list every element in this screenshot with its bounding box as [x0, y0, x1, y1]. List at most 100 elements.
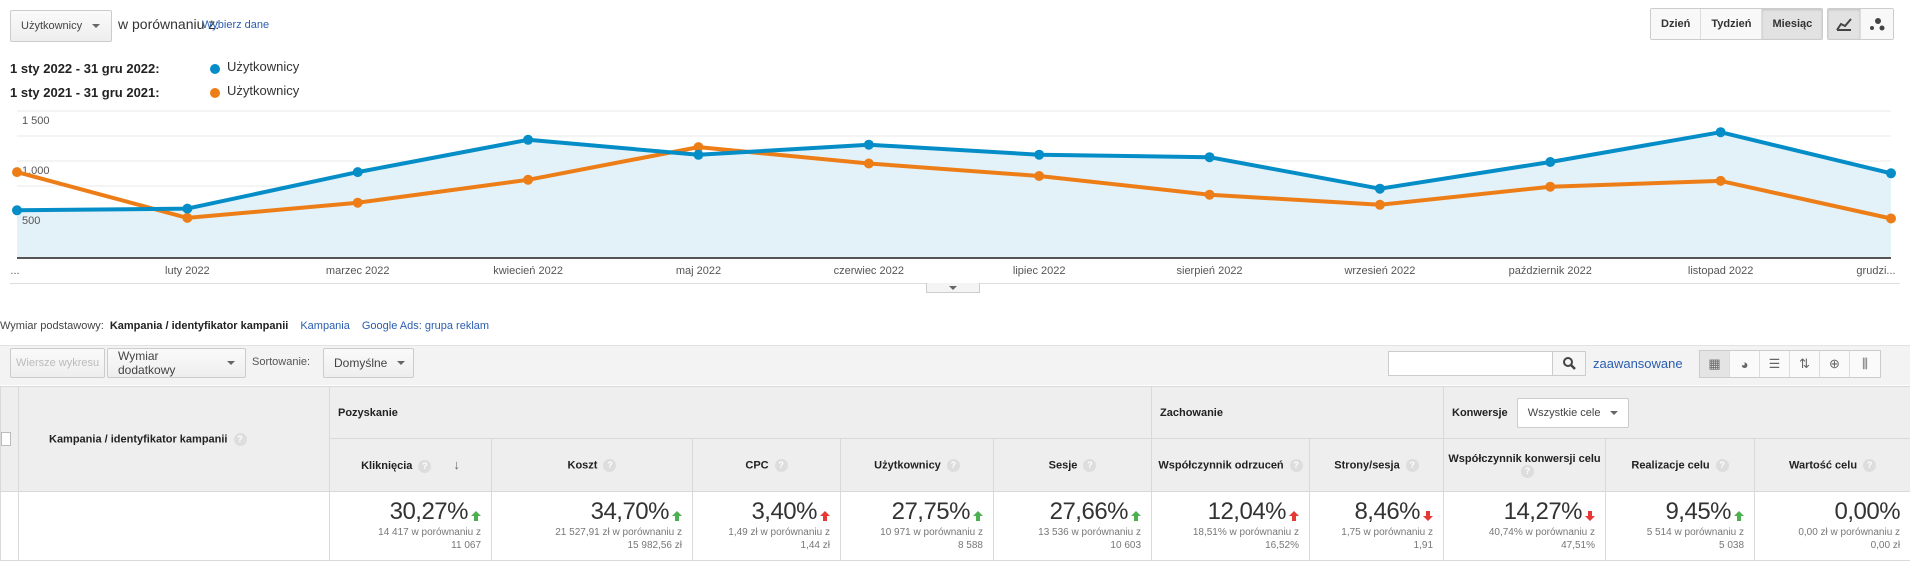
dimension-link-campaign[interactable]: Kampania [300, 320, 350, 332]
help-icon[interactable]: ? [774, 458, 788, 472]
pie-chart-view-icon[interactable]: ◕ [1730, 351, 1760, 377]
percent-change: 14,27% [1503, 498, 1583, 525]
help-icon[interactable]: ? [418, 459, 432, 473]
help-icon[interactable]: ? [233, 432, 247, 446]
data-point [1034, 149, 1045, 160]
comparison-value: 1,44 zł [800, 540, 830, 551]
plot-rows-button[interactable]: Wiersze wykresu [10, 348, 106, 378]
secondary-dimension-label: Wymiar dodatkowy [118, 349, 176, 377]
help-icon[interactable]: ? [1289, 458, 1303, 472]
group-acquisition: Pozyskanie [328, 386, 1153, 439]
search-button[interactable] [1553, 351, 1586, 376]
data-point [1886, 213, 1896, 224]
sort-arrow-icon[interactable]: ↓ [453, 457, 460, 473]
column-header-label: Strony/sesja [1334, 458, 1400, 471]
x-tick-label: marzec 2022 [325, 265, 390, 277]
help-icon[interactable]: ? [1863, 458, 1877, 472]
line-chart-icon[interactable] [1828, 9, 1861, 39]
conversions-label: Konwersje [1452, 406, 1508, 419]
data-table-view-icon[interactable]: ▦ [1700, 351, 1730, 377]
group-conversions: Konwersje Wszystkie cele [1443, 386, 1910, 439]
x-tick-label: ... [10, 265, 20, 277]
column-header[interactable]: Współczynnik konwersji celu? [1443, 438, 1607, 492]
column-header[interactable]: Wartość celu? [1754, 438, 1910, 492]
select-all-checkbox[interactable] [1, 432, 11, 446]
help-icon[interactable]: ? [1405, 458, 1419, 472]
sort-value: Domyślne [334, 356, 388, 370]
comparison-view-icon[interactable]: ⇅ [1790, 351, 1820, 377]
sort-dropdown[interactable]: Domyślne [323, 348, 414, 378]
x-tick-label: maj 2022 [675, 265, 722, 277]
data-point [12, 205, 22, 216]
legend-row-current: 1 sty 2022 - 31 gru 2022: [10, 60, 160, 78]
help-icon[interactable]: ? [1715, 458, 1729, 472]
data-point [1545, 181, 1556, 192]
data-point [352, 197, 363, 208]
help-icon[interactable]: ? [1521, 464, 1535, 478]
y-tick-label: 500 [22, 215, 40, 227]
secondary-dimension-dropdown[interactable]: Wymiar dodatkowy [107, 348, 246, 378]
x-tick-label: wrzesień 2022 [1344, 265, 1416, 277]
legend-series: Użytkownicy [227, 83, 300, 98]
series-area [17, 132, 1891, 258]
goal-select-value: Wszystkie cele [1527, 406, 1601, 419]
help-icon[interactable]: ? [603, 458, 617, 472]
comparison-value: 16,52% [1265, 540, 1300, 551]
pivot-view-icon[interactable]: ⫼ [1850, 351, 1880, 377]
comparison-value: 1,91 [1413, 540, 1434, 551]
metric-total-cell: 0,00% 0,00 zł w porównaniu z 0,00 zł [1754, 491, 1910, 561]
choose-metric-link[interactable]: Wybierz dane [202, 19, 270, 31]
column-header[interactable]: Strony/sesja? [1309, 438, 1445, 492]
data-point [1374, 199, 1385, 210]
collapse-chart-button[interactable] [926, 283, 980, 293]
table-search-input[interactable] [1388, 351, 1553, 376]
arrow-down-icon [1423, 511, 1434, 522]
data-point [863, 158, 874, 169]
percent-change: 3,40% [751, 498, 817, 525]
comparison-text: 5 514 w porównaniu z [1646, 527, 1745, 538]
granularity-month[interactable]: Miesiąc [1762, 9, 1823, 39]
column-header-label: Realizacje celu [1631, 458, 1710, 471]
help-icon[interactable]: ? [1083, 458, 1097, 472]
data-point [1374, 183, 1385, 194]
legend-dot-icon [210, 88, 220, 98]
column-header-label: Współczynnik odrzuceń [1158, 458, 1284, 471]
advanced-filter-link[interactable]: zaawansowane [1593, 356, 1683, 371]
data-point [693, 149, 704, 160]
dimension-header: Kampania / identyfikator kampanii? [18, 386, 330, 492]
data-point [1204, 152, 1215, 163]
help-icon[interactable]: ? [946, 458, 960, 472]
motion-chart-icon[interactable] [1861, 9, 1893, 39]
column-header[interactable]: Sesje? [992, 438, 1153, 492]
search-icon [1562, 357, 1576, 370]
data-point [1715, 127, 1726, 138]
legend-series: Użytkownicy [227, 59, 300, 74]
compare-label: w porównaniu z: [118, 16, 220, 32]
comparison-text: 1,75 w porównaniu z [1341, 527, 1434, 538]
comparison-value: 0,00 zł [1870, 540, 1901, 551]
chevron-down-icon [397, 361, 406, 365]
column-header[interactable]: Użytkownicy? [840, 438, 994, 492]
comparison-text: 21 527,91 zł w porównaniu z [555, 527, 682, 538]
data-point [1715, 175, 1726, 186]
metric-total-cell: 27,66% 13 536 w porównaniu z 10 603 [992, 491, 1153, 561]
dimension-link-ad-group[interactable]: Google Ads: grupa reklam [361, 320, 490, 332]
arrow-down-icon [1585, 511, 1596, 522]
column-header[interactable]: Współczynnik odrzuceń? [1151, 438, 1311, 492]
term-cloud-view-icon[interactable]: ⊕ [1820, 351, 1850, 377]
metric-dropdown[interactable]: Użytkownicy [10, 10, 112, 42]
y-tick-label: 1 500 [22, 115, 50, 127]
granularity-day[interactable]: Dzień [1651, 9, 1702, 39]
performance-view-icon[interactable]: ☰ [1760, 351, 1790, 377]
legend-dot-icon [210, 64, 220, 74]
percent-change: 27,66% [1049, 498, 1129, 525]
column-header[interactable]: Realizacje celu? [1605, 438, 1756, 492]
goal-select-dropdown[interactable]: Wszystkie cele [1516, 397, 1630, 428]
column-header[interactable]: CPC? [692, 438, 841, 492]
data-point [352, 167, 363, 178]
column-header-label: Użytkownicy [874, 458, 941, 471]
data-point [1886, 168, 1896, 179]
column-header[interactable]: Koszt? [491, 438, 693, 492]
column-header[interactable]: Kliknięcia? ↓ [329, 438, 492, 492]
granularity-week[interactable]: Tydzień [1701, 9, 1763, 39]
